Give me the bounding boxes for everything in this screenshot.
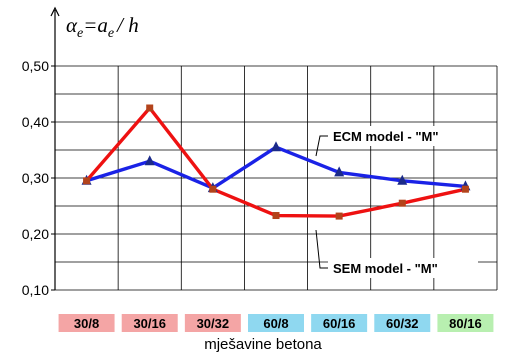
ecm-annotation: ECM model - "M" [315,126,486,157]
sem-annotation-box [328,258,478,278]
grid [55,65,498,291]
series-line-ecm [86,145,466,190]
y-tick-labels: 0,10 0,20 0,30 0,40 0,50 [22,58,55,298]
sem-annotation: SEM model - "M" [315,229,478,278]
data-point-ecm [144,155,155,166]
category-label: 30/16 [133,316,166,331]
sem-annotation-label: SEM model - "M" [333,261,438,276]
sem-annotation-leader [315,229,328,269]
category-label-bg [121,314,178,332]
data-point-sem [335,212,343,220]
y-tick-label: 0,10 [22,282,49,298]
data-point-sem [209,185,217,193]
category-labels: 30/8 30/16 30/32 60/8 60/16 60/32 80/16 [58,314,494,332]
y-label-over: / h [116,13,139,37]
category-label-bg [58,314,115,332]
y-label-eq: =a [83,13,108,37]
category-label-bg [437,314,494,332]
y-tick-label: 0,20 [22,226,49,242]
category-label-bg [248,314,304,332]
y-axis-label: αe=ae / h [66,13,139,41]
data-point-ecm [334,166,345,177]
category-label: 80/16 [449,316,482,331]
category-label: 30/8 [74,316,99,331]
ecm-annotation-label: ECM model - "M" [333,129,439,144]
ecm-annotation-box [328,126,486,146]
category-label: 30/32 [197,316,230,331]
y-tick-label: 0,50 [22,58,49,74]
ecm-annotation-leader [315,135,328,157]
category-label-bg [374,314,431,332]
data-point-ecm [271,141,281,152]
markers [81,104,471,220]
data-point-sem [461,185,469,193]
category-label-bg [311,314,368,332]
series [85,106,466,218]
data-point-sem [272,212,280,220]
axes [50,6,60,290]
y-tick-label: 0,30 [22,170,49,186]
y-label-alpha: α [66,13,78,37]
y-tick-label: 0,40 [22,114,49,130]
category-label: 60/32 [386,316,419,331]
category-label-bg [184,314,241,332]
category-label: 60/16 [323,316,356,331]
x-axis-label: mješavine betona [204,336,322,353]
data-point-sem [146,104,154,112]
y-axis-arrow [50,6,60,17]
y-label-a-sub: e [108,26,114,41]
category-label: 60/8 [263,316,288,331]
y-label-alpha-sub: e [77,26,83,41]
data-point-ecm [397,174,408,185]
data-point-sem [83,177,91,185]
data-point-sem [398,199,406,207]
